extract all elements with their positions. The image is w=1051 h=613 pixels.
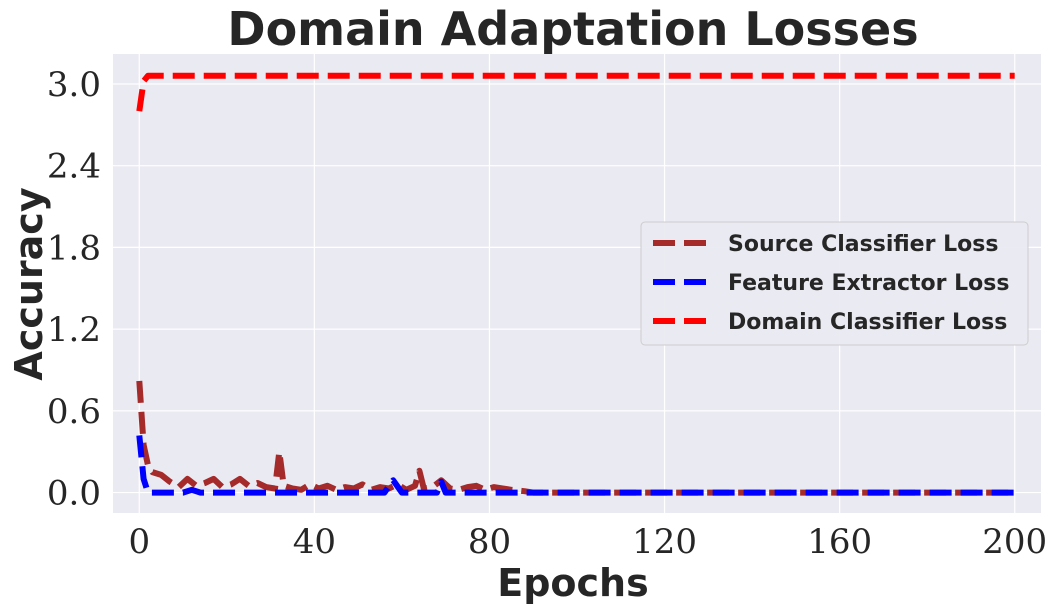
x-tick-label: 40 [293,522,336,562]
x-axis-label: Epochs [497,561,648,605]
legend-label: Source Classifier Loss [728,232,998,257]
y-axis-label: Accuracy [7,187,51,380]
x-tick-label: 200 [982,522,1047,562]
x-tick-label: 120 [632,522,697,562]
y-tick-label: 1.2 [47,310,101,350]
series-lines [136,72,1015,496]
x-tick-label: 0 [128,522,150,562]
y-tick-label: 3.0 [47,65,101,105]
chart-title: Domain Adaptation Losses [227,2,918,56]
series-line-source-classifier-loss [136,380,1015,496]
legend-label: Domain Classifier Loss [728,310,1007,335]
x-tick-label: 160 [807,522,872,562]
x-axis-ticks: 0 40 80 120 160 200 [128,522,1047,562]
y-tick-label: 1.8 [47,228,101,268]
legend-label: Feature Extractor Loss [728,271,1009,296]
y-tick-label: 2.4 [47,147,101,187]
legend: Source Classifier Loss Feature Extractor … [640,221,1029,346]
series-line-feature-extractor-loss [136,435,1015,496]
y-tick-label: 0.0 [47,474,101,514]
y-axis-ticks: 0.0 0.6 1.2 1.8 2.4 3.0 [47,65,101,514]
x-tick-label: 80 [468,522,511,562]
legend-box [640,221,1029,346]
y-tick-label: 0.6 [47,392,101,432]
series-line-domain-classifier-loss [136,72,1015,112]
